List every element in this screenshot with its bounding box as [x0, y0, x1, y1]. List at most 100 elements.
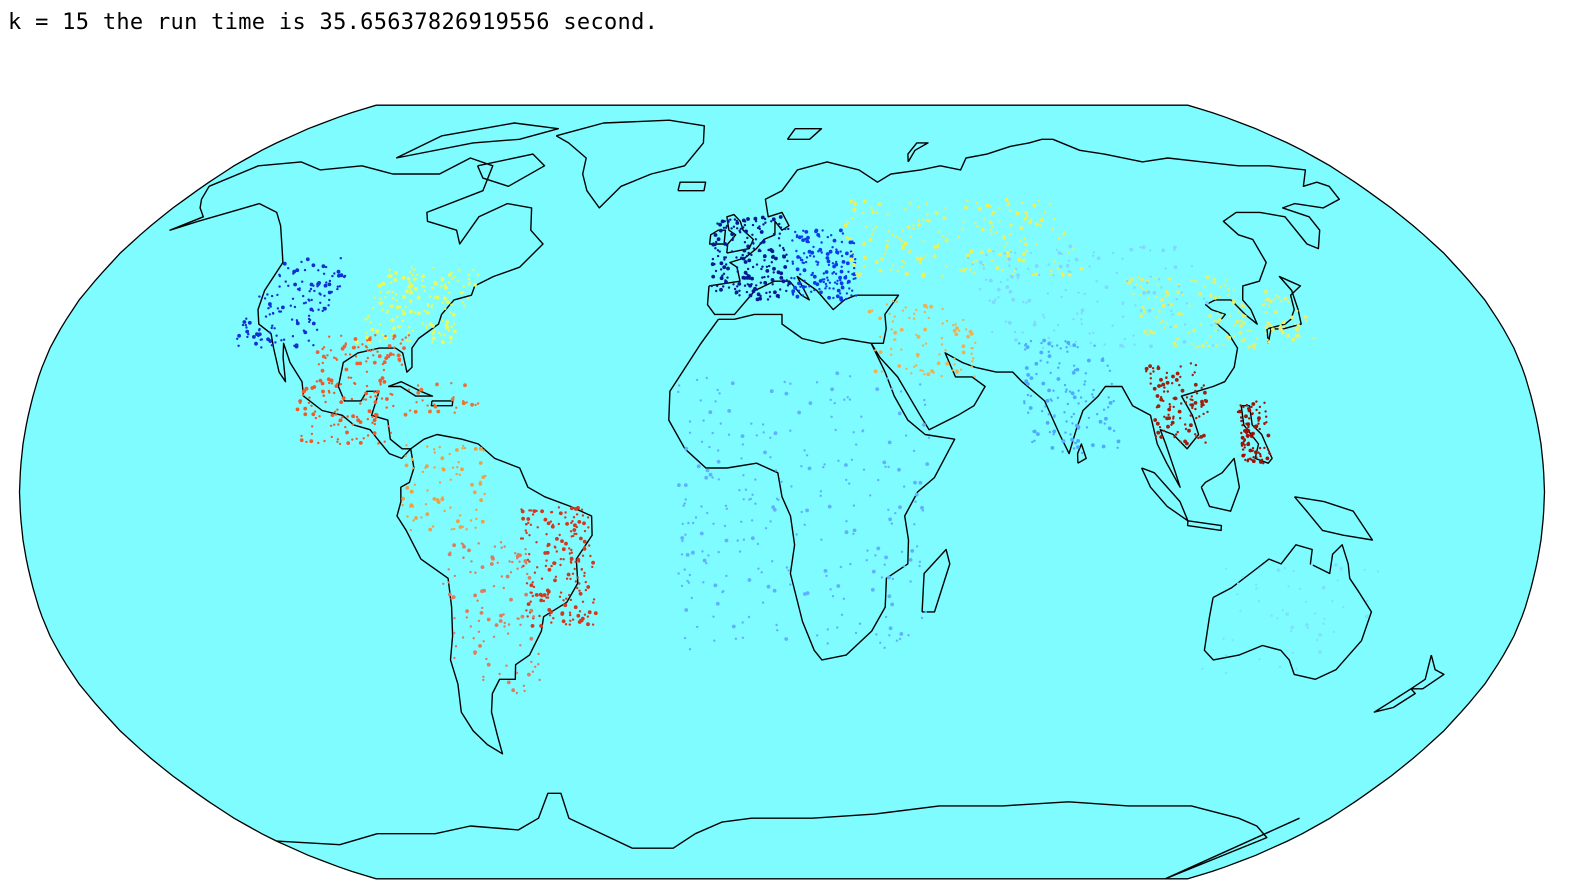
- cluster-point: [824, 282, 828, 286]
- cluster-point: [575, 513, 579, 516]
- cluster-point: [502, 586, 505, 590]
- cluster-point: [506, 680, 511, 685]
- cluster-point: [917, 223, 921, 227]
- cluster-point: [1232, 335, 1236, 338]
- cluster-point: [258, 329, 261, 332]
- cluster-point: [1240, 435, 1245, 440]
- cluster-point: [413, 286, 418, 291]
- cluster-point: [935, 244, 939, 249]
- cluster-point: [1153, 277, 1157, 280]
- cluster-point: [402, 309, 405, 312]
- cluster-point: [560, 611, 565, 615]
- cluster-point: [577, 520, 582, 524]
- cluster-point: [844, 463, 848, 467]
- cluster-point: [476, 402, 480, 405]
- cluster-point: [763, 217, 767, 221]
- cluster-point: [480, 519, 485, 524]
- cluster-point: [1111, 251, 1115, 255]
- cluster-point: [1047, 354, 1052, 358]
- cluster-point: [571, 558, 574, 561]
- cluster-point: [1133, 343, 1136, 346]
- cluster-point: [1217, 329, 1220, 332]
- cluster-point: [406, 276, 411, 281]
- cluster-point: [756, 292, 761, 297]
- cluster-point: [558, 511, 563, 516]
- cluster-point: [364, 345, 368, 348]
- cluster-point: [1142, 307, 1145, 310]
- cluster-point: [1200, 402, 1205, 407]
- cluster-point: [413, 409, 418, 414]
- cluster-point: [391, 296, 395, 300]
- cluster-point: [991, 300, 996, 305]
- cluster-point: [987, 248, 992, 253]
- cluster-point: [1062, 230, 1066, 234]
- cluster-point: [317, 363, 321, 366]
- cluster-point: [724, 538, 729, 543]
- cluster-point: [367, 340, 372, 345]
- cluster-point: [831, 246, 834, 249]
- cluster-point: [1056, 344, 1059, 347]
- cluster-point: [280, 339, 283, 342]
- cluster-point: [845, 520, 848, 523]
- cluster-point: [465, 528, 468, 531]
- cluster-point: [413, 483, 417, 486]
- cluster-point: [998, 206, 1001, 210]
- cluster-point: [1104, 285, 1109, 290]
- cluster-point: [917, 219, 920, 223]
- cluster-point: [1043, 210, 1046, 213]
- cluster-point: [407, 331, 410, 334]
- cluster-point: [394, 293, 397, 296]
- cluster-point: [340, 334, 343, 337]
- cluster-point: [718, 222, 722, 227]
- cluster-point: [910, 372, 913, 375]
- cluster-point: [852, 277, 855, 281]
- cluster-point: [912, 227, 915, 230]
- cluster-point: [729, 218, 732, 221]
- cluster-point: [1306, 626, 1310, 630]
- coastline-hispaniola: [430, 400, 454, 407]
- cluster-point: [1067, 270, 1071, 273]
- cluster-point: [458, 525, 463, 529]
- cluster-point: [1243, 439, 1247, 442]
- cluster-point: [1339, 566, 1344, 571]
- cluster-point: [545, 550, 550, 555]
- cluster-point: [791, 260, 794, 263]
- cluster-point: [959, 368, 963, 371]
- cluster-point: [768, 295, 772, 298]
- cluster-point: [372, 348, 375, 351]
- cluster-point: [1018, 342, 1021, 345]
- cluster-point: [1200, 399, 1204, 404]
- cluster-point: [461, 525, 465, 528]
- cluster-point: [385, 397, 389, 401]
- cluster-point: [336, 285, 339, 288]
- cluster-point: [694, 516, 698, 519]
- cluster-point: [901, 309, 905, 312]
- cluster-point: [381, 301, 384, 304]
- cluster-point: [1258, 411, 1261, 415]
- cluster-point: [1244, 414, 1248, 419]
- cluster-point: [880, 370, 884, 373]
- cluster-point: [1036, 432, 1040, 436]
- cluster-point: [852, 431, 855, 434]
- cluster-point: [839, 565, 842, 569]
- cluster-point: [718, 250, 721, 253]
- cluster-point: [336, 408, 339, 411]
- cluster-point: [976, 225, 979, 228]
- cluster-point: [1045, 398, 1050, 403]
- cluster-point: [1168, 403, 1171, 406]
- cluster-point: [789, 583, 792, 586]
- cluster-point: [544, 564, 548, 568]
- cluster-point: [940, 343, 944, 346]
- cluster-point: [683, 502, 686, 505]
- cluster-point: [756, 542, 760, 546]
- cluster-point: [582, 521, 586, 526]
- cluster-point: [365, 370, 369, 373]
- cluster-point: [1088, 332, 1091, 335]
- cluster-point: [557, 522, 560, 526]
- cluster-point: [1171, 382, 1174, 385]
- cluster-point: [384, 356, 389, 360]
- cluster-point: [373, 296, 377, 299]
- cluster-point: [887, 594, 892, 599]
- cluster-point: [845, 261, 850, 266]
- cluster-point: [549, 520, 552, 523]
